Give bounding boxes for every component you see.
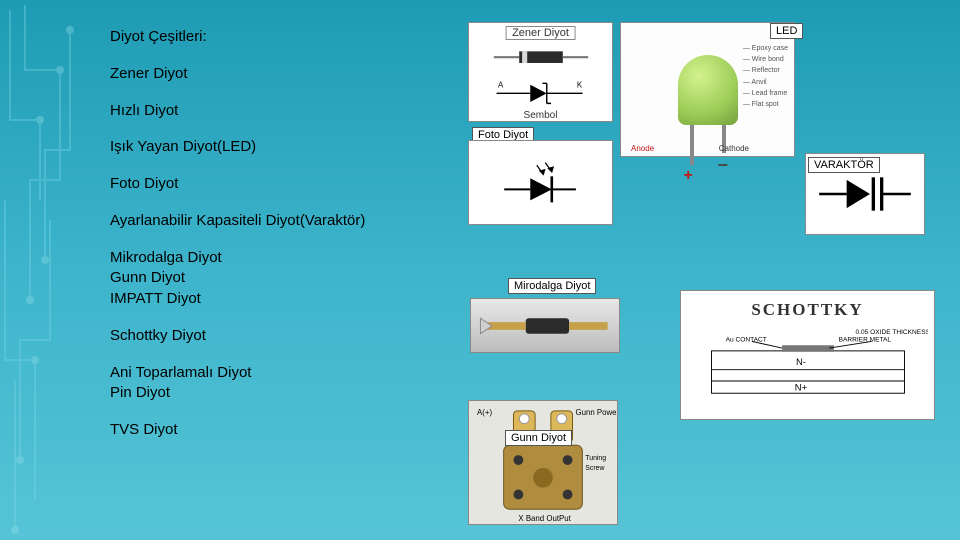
figure-schottky: SCHOTTKY N- N+ Au CONTACT BARRIER METAL …	[680, 290, 935, 420]
led-leg-anode	[690, 125, 694, 165]
figure-mirodalga	[470, 298, 620, 353]
minus-icon: −	[718, 155, 729, 176]
svg-text:Au CONTACT: Au CONTACT	[725, 336, 766, 343]
led-annotation-lines: — Epoxy case — Wire bond — Reflector — A…	[743, 43, 788, 110]
sembol-caption: Sembol	[524, 110, 558, 121]
anode-label: Anode	[631, 144, 654, 153]
figure-zener: Zener Diyot A K Sembol	[468, 22, 613, 122]
svg-text:Gunn Power: Gunn Power	[575, 408, 617, 417]
figure-gunn: A(+) Gunn Power Tuning Screw X Band OutP…	[468, 400, 618, 525]
svg-text:A(+): A(+)	[477, 408, 492, 417]
anode-letter: A	[497, 81, 503, 90]
label-led: LED	[770, 23, 803, 39]
figure-led: + − — Epoxy case — Wire bond — Reflector…	[620, 22, 795, 157]
label-mirodalga: Mirodalga Diyot	[508, 278, 596, 294]
plus-icon: +	[684, 167, 693, 185]
cathode-letter: K	[576, 81, 582, 90]
schottky-diagram-icon: N- N+ Au CONTACT BARRIER METAL 0.05 OXID…	[688, 320, 928, 410]
label-gunn: Gunn Diyot	[505, 430, 572, 446]
led-bulb-icon	[678, 55, 738, 125]
zener-caption: Zener Diyot	[505, 26, 576, 40]
label-varactor: VARAKTÖR	[808, 157, 880, 173]
microwave-diode-icon	[471, 299, 619, 352]
gunn-diode-icon: A(+) Gunn Power Tuning Screw X Band OutP…	[469, 401, 617, 524]
cathode-label: Cathode	[719, 144, 749, 153]
svg-text:Screw: Screw	[585, 465, 604, 472]
svg-text:N-: N-	[795, 356, 805, 367]
figure-foto	[468, 140, 613, 225]
svg-text:0.05 OXIDE THICKNESS: 0.05 OXIDE THICKNESS	[855, 329, 927, 336]
zener-symbol-icon: A K	[481, 79, 601, 108]
svg-text:N+: N+	[794, 381, 807, 392]
varactor-symbol-icon	[815, 164, 915, 224]
zener-component-icon	[481, 39, 601, 75]
svg-text:Tuning: Tuning	[585, 455, 606, 462]
schottky-title: SCHOTTKY	[751, 300, 863, 320]
photodiode-symbol-icon	[490, 160, 590, 206]
svg-text:X Band OutPut: X Band OutPut	[518, 514, 571, 523]
